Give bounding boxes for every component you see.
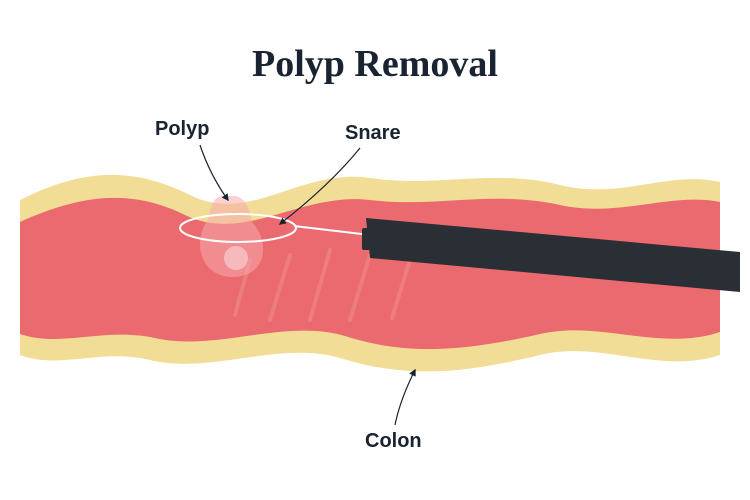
polyp-removal-diagram xyxy=(0,0,750,500)
leader-colon xyxy=(395,370,415,425)
leader-polyp xyxy=(200,145,228,200)
